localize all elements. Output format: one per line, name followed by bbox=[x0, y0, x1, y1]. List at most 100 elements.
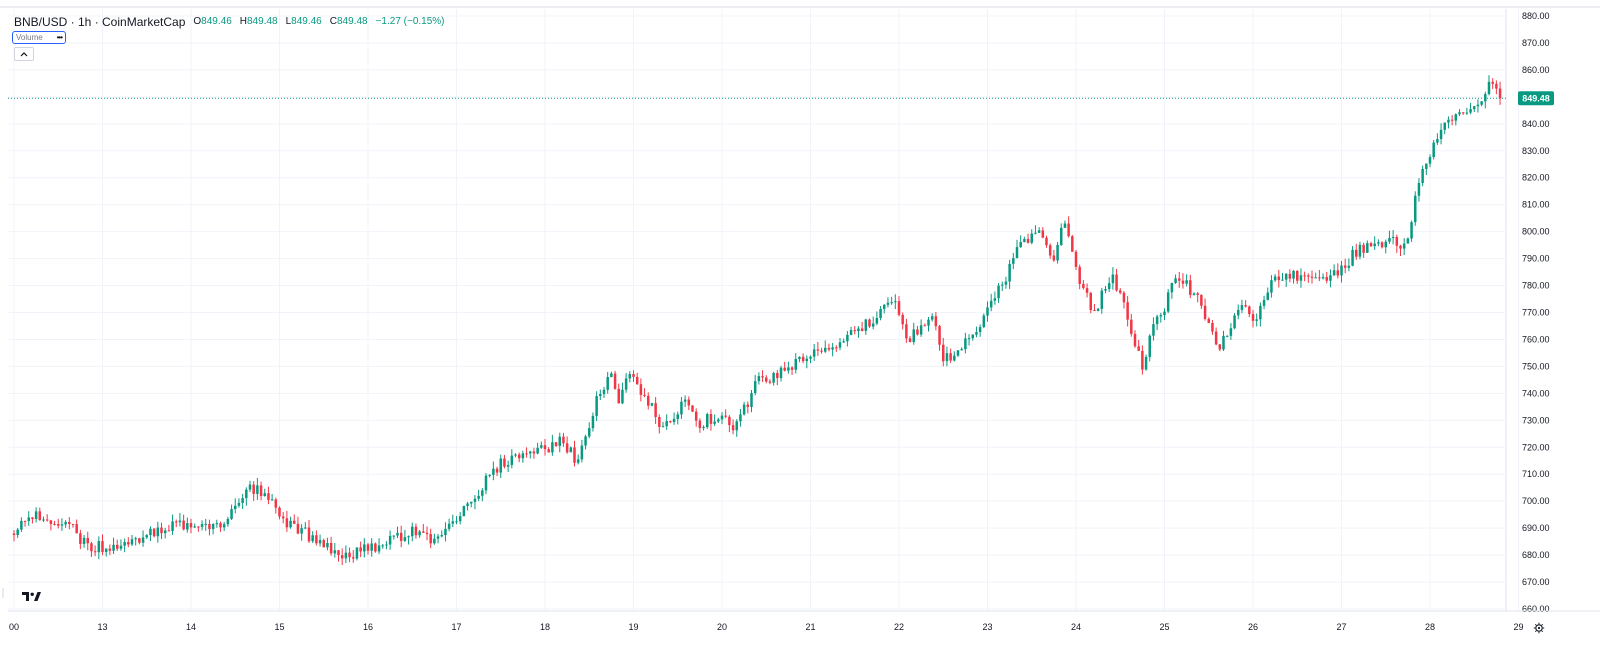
time-axis-tick-label: 00 bbox=[9, 622, 19, 632]
candle-body bbox=[562, 436, 565, 444]
candle-body bbox=[396, 532, 399, 536]
candle-body bbox=[650, 403, 654, 406]
candle-body bbox=[1410, 222, 1413, 239]
high-value: 849.48 bbox=[247, 16, 278, 27]
candle-body bbox=[141, 537, 145, 543]
candle-body bbox=[1115, 274, 1118, 291]
candle-body bbox=[274, 499, 278, 508]
time-axis-tick-label: 18 bbox=[540, 622, 550, 632]
candle-body bbox=[809, 356, 812, 359]
candle-body bbox=[923, 325, 927, 327]
time-axis-tick-label: 26 bbox=[1248, 622, 1258, 632]
price-axis-tick-label: 760.00 bbox=[1522, 334, 1550, 344]
price-axis-tick-label: 810.00 bbox=[1522, 200, 1550, 210]
candle-body bbox=[149, 528, 152, 536]
candle-body bbox=[1487, 81, 1491, 95]
candle-body bbox=[871, 323, 875, 327]
candle-body bbox=[846, 334, 849, 342]
candle-body bbox=[1174, 278, 1177, 283]
candle-body bbox=[529, 451, 532, 454]
candle-body bbox=[989, 300, 993, 308]
candle-body bbox=[1277, 276, 1281, 281]
candle-body bbox=[1414, 195, 1417, 223]
candle-body bbox=[753, 381, 757, 394]
candle-body bbox=[222, 524, 226, 528]
time-axis-tick-label: 21 bbox=[805, 622, 815, 632]
candle-body bbox=[1495, 83, 1498, 89]
candle-body bbox=[1012, 258, 1015, 264]
candle-body bbox=[842, 341, 845, 343]
candle-body bbox=[245, 489, 248, 499]
chart-settings-button[interactable] bbox=[1531, 620, 1547, 636]
candle-body bbox=[385, 544, 388, 546]
time-axis-tick-label: 19 bbox=[628, 622, 638, 632]
candle-body bbox=[953, 355, 956, 361]
candle-body bbox=[1185, 280, 1188, 284]
candle-body bbox=[1159, 315, 1163, 317]
candle-body bbox=[547, 449, 550, 453]
collapse-legend-button[interactable] bbox=[14, 47, 34, 61]
candle-body bbox=[672, 418, 676, 423]
candle-body bbox=[1096, 308, 1100, 311]
candle-body bbox=[138, 538, 141, 543]
time-axis-tick-label: 29 bbox=[1513, 622, 1523, 632]
price-axis-tick-label: 710.00 bbox=[1522, 469, 1550, 479]
candle-body bbox=[1181, 280, 1185, 284]
candle-body bbox=[595, 396, 598, 416]
candle-body bbox=[230, 509, 233, 519]
candle-body bbox=[57, 524, 60, 526]
candle-body bbox=[1133, 333, 1137, 347]
candle-body bbox=[329, 542, 333, 554]
candle-body bbox=[610, 373, 613, 378]
candle-body bbox=[591, 415, 595, 429]
candle-body bbox=[1491, 81, 1494, 84]
candle-body bbox=[964, 338, 967, 350]
candle-body bbox=[1476, 104, 1480, 107]
candle-body bbox=[639, 384, 643, 395]
candle-body bbox=[348, 552, 351, 558]
candle-body bbox=[211, 523, 215, 530]
candle-body bbox=[156, 527, 160, 537]
time-axis-tick-label: 24 bbox=[1071, 622, 1081, 632]
candle-body bbox=[783, 367, 786, 371]
candle-body bbox=[812, 349, 816, 357]
volume-indicator-chip[interactable]: Volume ••• bbox=[12, 31, 66, 44]
candle-body bbox=[38, 511, 42, 521]
candle-body bbox=[1259, 305, 1262, 320]
chart-legend: BNB/USD · 1h · CoinMarketCap O 849.46 H 84… bbox=[14, 14, 445, 30]
tradingview-logo-icon[interactable] bbox=[18, 587, 43, 606]
candle-body bbox=[1041, 230, 1045, 238]
candle-body bbox=[776, 372, 779, 379]
candle-body bbox=[728, 416, 731, 426]
candle-body bbox=[735, 421, 738, 431]
candle-body bbox=[344, 552, 348, 559]
candle-body bbox=[322, 540, 325, 548]
candle-body bbox=[163, 530, 167, 534]
candle-body bbox=[1207, 318, 1210, 323]
candle-body bbox=[197, 526, 200, 528]
candle-body bbox=[1450, 119, 1454, 121]
candle-body bbox=[554, 442, 558, 446]
time-axis-tick-label: 20 bbox=[717, 622, 727, 632]
candle-body bbox=[315, 535, 318, 544]
candle-body bbox=[45, 519, 49, 521]
candle-body bbox=[506, 464, 510, 467]
candle-body bbox=[116, 544, 119, 549]
candle-body bbox=[71, 523, 75, 525]
candle-body bbox=[599, 394, 602, 397]
candle-body bbox=[687, 399, 691, 406]
candle-body bbox=[694, 411, 698, 421]
candle-body bbox=[514, 454, 517, 456]
candle-body bbox=[31, 517, 34, 519]
candle-body bbox=[532, 451, 536, 454]
open-value: 849.46 bbox=[201, 16, 232, 27]
candle-body bbox=[1484, 94, 1487, 102]
candle-body bbox=[1248, 306, 1251, 315]
candle-body bbox=[875, 317, 879, 324]
candle-body bbox=[868, 319, 871, 327]
more-options-icon[interactable]: ••• bbox=[56, 33, 63, 42]
candle-body bbox=[934, 316, 938, 327]
candle-body bbox=[1229, 328, 1233, 336]
